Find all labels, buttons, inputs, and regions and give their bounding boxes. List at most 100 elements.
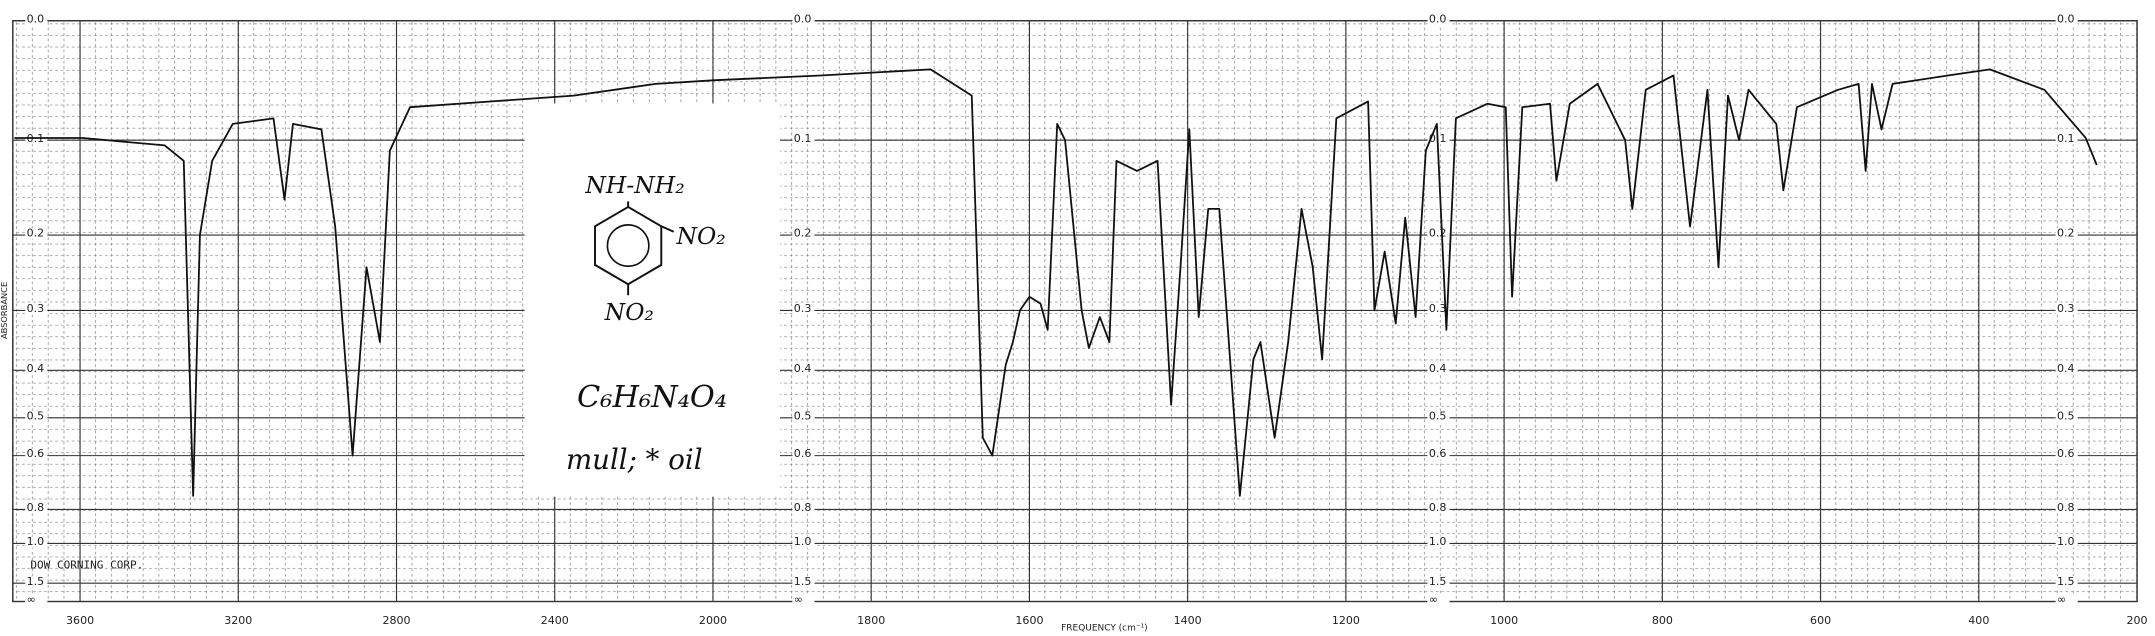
x-tick-label: 800 <box>1652 614 1673 627</box>
y-tick-label: 1.0 <box>1429 535 1447 548</box>
y-tick-label-background <box>1427 303 1450 315</box>
y-tick-label-background <box>25 13 48 25</box>
y-tick-label: 0.5 <box>1429 409 1447 422</box>
y-tick-label: 0.5 <box>27 409 45 422</box>
x-tick-label: 200 <box>2127 614 2148 627</box>
substituent-label: NO₂ <box>675 222 725 250</box>
bond <box>660 225 675 233</box>
x-tick-label: 1800 <box>857 614 885 627</box>
y-tick-label: ∞ <box>794 593 803 606</box>
x-axis-title: FREQUENCY (cm⁻¹) <box>1061 623 1148 633</box>
sample-note: mull; * oil <box>566 443 703 476</box>
y-tick-label-background <box>1427 228 1450 240</box>
y-tick-label: 0.3 <box>2057 302 2075 315</box>
y-tick-label: 1.0 <box>2057 535 2075 548</box>
y-tick-label: 0.6 <box>1429 447 1447 460</box>
y-tick-label-background <box>1427 576 1450 588</box>
y-tick-label-background <box>1427 133 1450 145</box>
y-tick-label: 1.0 <box>794 535 812 548</box>
y-tick-label-background <box>792 363 815 375</box>
grid: 0.0 0.0 0.0 0.00.1 0.1 0.1 0.10.2 0.2 0.2 0.20.3 0… <box>12 12 2138 606</box>
y-tick-label: 0.4 <box>1429 362 1447 375</box>
y-tick-label-background <box>792 502 815 514</box>
y-axis-title: ABSORBANCE <box>0 282 9 339</box>
y-tick-label-background <box>25 502 48 514</box>
x-tick-label: 600 <box>1810 614 1831 627</box>
y-tick-label: 0.4 <box>2057 362 2075 375</box>
x-tick-label: 3600 <box>66 614 94 627</box>
y-tick-label: 0.0 <box>794 12 812 25</box>
y-tick-label: 1.5 <box>2057 575 2075 588</box>
y-tick-label: 0.5 <box>2057 409 2075 422</box>
y-tick-label-background <box>25 363 48 375</box>
y-tick-label-background <box>25 448 48 460</box>
y-tick-label-background <box>2055 363 2078 375</box>
y-tick-label-background <box>1427 502 1450 514</box>
x-tick-label: 400 <box>1968 614 1989 627</box>
y-tick-label: 0.2 <box>1429 227 1447 240</box>
y-tick-label: 1.5 <box>794 575 812 588</box>
y-tick-label: 0.0 <box>2057 12 2075 25</box>
y-tick-label: 0.1 <box>2057 132 2075 145</box>
y-tick-label: 0.3 <box>27 302 45 315</box>
y-tick-label: ∞ <box>1429 593 1438 606</box>
y-tick-label: 0.2 <box>2057 227 2075 240</box>
substituent-label: NH-NH₂ <box>584 171 684 199</box>
x-tick-label: 2800 <box>382 614 410 627</box>
y-tick-label-background <box>792 133 815 145</box>
y-tick-label-background <box>792 594 815 606</box>
y-tick-label-background <box>25 594 48 606</box>
y-tick-label: 0.6 <box>2057 447 2075 460</box>
y-tick-label: 0.8 <box>1429 501 1447 514</box>
y-tick-label-background <box>1427 594 1450 606</box>
y-tick-label-background <box>792 228 815 240</box>
y-tick-label: 0.8 <box>794 501 812 514</box>
x-tick-label: 2400 <box>541 614 569 627</box>
y-tick-label: 1.5 <box>1429 575 1447 588</box>
y-tick-label-background <box>2055 303 2078 315</box>
y-tick-label: 0.2 <box>794 227 812 240</box>
y-tick-label-background <box>2055 576 2078 588</box>
y-tick-label: 0.3 <box>794 302 812 315</box>
y-tick-label: 0.0 <box>1429 12 1447 25</box>
substituent-label: NO₂ <box>604 298 654 326</box>
y-tick-label: 0.4 <box>794 362 812 375</box>
y-tick-label: 0.6 <box>27 447 45 460</box>
y-tick-label: 0.2 <box>27 227 45 240</box>
y-tick-label-background <box>25 410 48 422</box>
inset-background <box>524 103 780 497</box>
y-tick-label: 0.4 <box>27 362 45 375</box>
y-tick-label-background <box>792 13 815 25</box>
y-tick-label-background <box>25 228 48 240</box>
y-tick-label-background <box>2055 536 2078 548</box>
y-tick-label-background <box>2055 410 2078 422</box>
spectrum-line <box>14 68 2098 497</box>
y-tick-label-background <box>1427 536 1450 548</box>
y-tick-label-background <box>792 536 815 548</box>
y-tick-label: 1.0 <box>27 535 45 548</box>
y-tick-label-background <box>2055 13 2078 25</box>
y-tick-label: 1.5 <box>27 575 45 588</box>
y-tick-label-background <box>2055 502 2078 514</box>
x-tick-label: 1200 <box>1332 614 1360 627</box>
y-tick-label: ∞ <box>2057 593 2066 606</box>
x-tick-label: 1600 <box>1015 614 1043 627</box>
y-tick-label-background <box>2055 228 2078 240</box>
y-tick-label-background <box>1427 363 1450 375</box>
y-tick-label-background <box>792 303 815 315</box>
y-tick-label: 0.3 <box>1429 302 1447 315</box>
y-tick-label: 0.1 <box>794 132 812 145</box>
y-tick-label-background <box>2055 594 2078 606</box>
y-tick-label: 0.8 <box>27 501 45 514</box>
y-tick-label-background <box>2055 448 2078 460</box>
y-tick-label-background <box>792 448 815 460</box>
structure-inset: NH-NH₂ NO₂ NO₂ C₆H₆N₄O₄ mull; * oil <box>524 103 780 497</box>
y-tick-label-background <box>792 410 815 422</box>
x-tick-label: 1000 <box>1490 614 1518 627</box>
y-tick-label-background <box>25 303 48 315</box>
x-tick-label: 1400 <box>1174 614 1202 627</box>
x-tick-label: 3200 <box>224 614 252 627</box>
y-tick-label-background <box>1427 448 1450 460</box>
